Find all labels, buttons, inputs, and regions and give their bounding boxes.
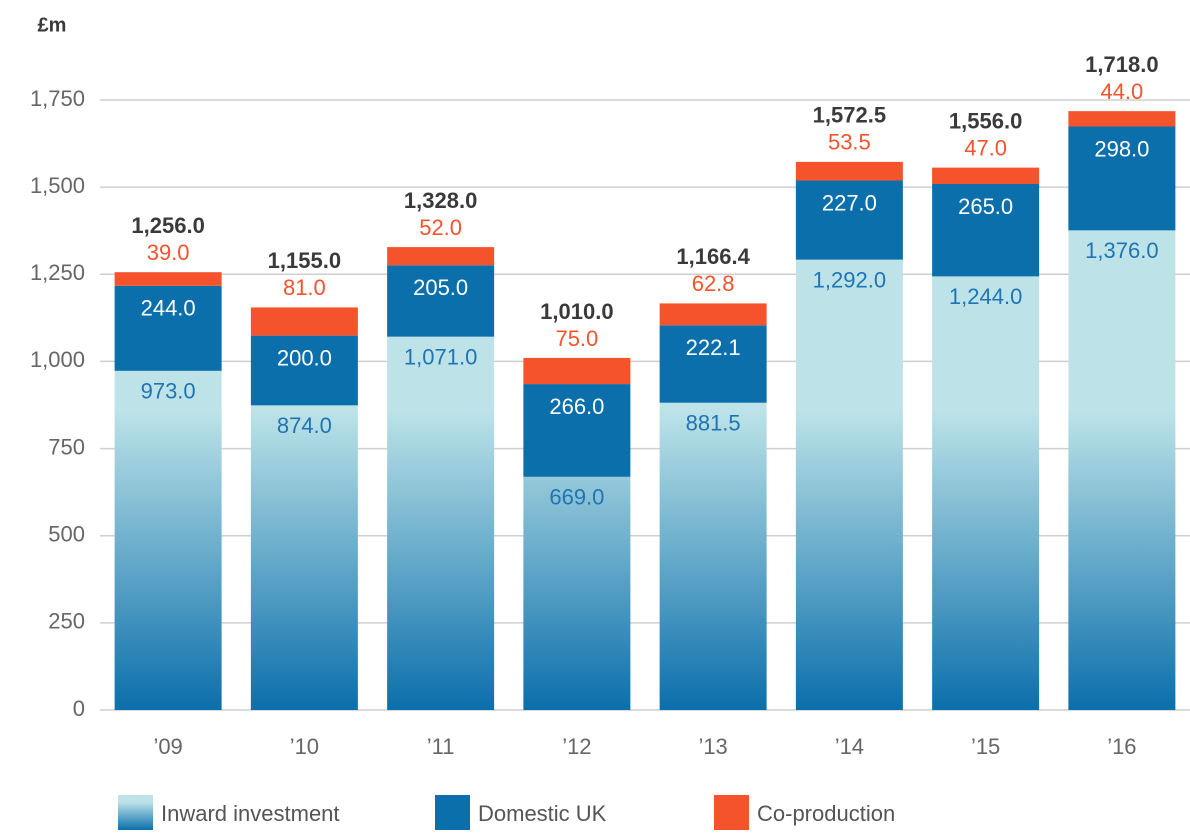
- bar-segment: [659, 402, 767, 710]
- value-label: 205.0: [413, 275, 468, 300]
- bar-segment: [795, 180, 903, 260]
- legend-swatch: [118, 795, 153, 830]
- y-tick-label: 1,250: [30, 260, 85, 285]
- total-label: 1,572.5: [813, 103, 886, 128]
- bar-segment: [659, 303, 767, 326]
- bar-segment: [523, 476, 631, 710]
- y-tick-label: 750: [48, 434, 85, 459]
- bar-segment: [250, 335, 358, 406]
- total-label: 1,718.0: [1085, 52, 1158, 77]
- value-label: 669.0: [549, 485, 604, 510]
- value-label: 874.0: [277, 413, 332, 438]
- value-label: 81.0: [283, 275, 326, 300]
- y-tick-label: 0: [73, 696, 85, 721]
- x-tick-label: ’16: [1107, 734, 1136, 759]
- y-tick-label: 500: [48, 522, 85, 547]
- value-label: 973.0: [141, 379, 196, 404]
- legend-label: Inward investment: [161, 801, 340, 826]
- value-label: 265.0: [958, 194, 1013, 219]
- value-label: 75.0: [555, 326, 598, 351]
- total-label: 1,328.0: [404, 188, 477, 213]
- bar-segment: [250, 405, 358, 710]
- bar-segment: [114, 285, 222, 371]
- value-label: 1,244.0: [949, 284, 1022, 309]
- y-tick-label: 1,000: [30, 347, 85, 372]
- value-label: 881.5: [686, 411, 741, 436]
- bar-segment: [932, 276, 1040, 710]
- total-label: 1,010.0: [540, 299, 613, 324]
- value-label: 52.0: [419, 215, 462, 240]
- value-label: 244.0: [141, 296, 196, 321]
- x-tick-label: ’12: [562, 734, 591, 759]
- bar-segment: [795, 259, 903, 710]
- x-tick-label: ’10: [290, 734, 319, 759]
- x-tick-label: ’13: [698, 734, 727, 759]
- bar-segment: [387, 247, 495, 266]
- bar-segment: [114, 272, 222, 286]
- y-tick-label: 1,750: [30, 86, 85, 111]
- value-label: 298.0: [1094, 136, 1149, 161]
- value-label: 222.1: [686, 335, 741, 360]
- x-tick-label: ’11: [427, 734, 455, 759]
- bar-segment: [250, 307, 358, 336]
- bar-segment: [659, 325, 767, 403]
- legend-label: Domestic UK: [478, 801, 607, 826]
- x-tick-label: ’15: [971, 734, 1000, 759]
- total-label: 1,155.0: [268, 248, 341, 273]
- y-axis-label: £m: [38, 14, 67, 36]
- value-label: 44.0: [1100, 79, 1143, 104]
- bar-segment: [1068, 230, 1176, 710]
- bar-segment: [932, 167, 1040, 185]
- value-label: 53.5: [828, 130, 871, 155]
- bar-segment: [523, 357, 631, 385]
- bar-segment: [1068, 111, 1176, 127]
- value-label: 1,071.0: [404, 344, 477, 369]
- x-tick-label: ’09: [153, 734, 182, 759]
- bar-segment: [387, 336, 495, 710]
- value-label: 200.0: [277, 345, 332, 370]
- value-label: 1,376.0: [1085, 238, 1158, 263]
- legend-swatch: [435, 795, 470, 830]
- y-tick-label: 250: [48, 609, 85, 634]
- total-label: 1,256.0: [131, 213, 204, 238]
- bar-segment: [523, 384, 631, 477]
- y-tick-label: 1,500: [30, 173, 85, 198]
- bar-segment: [1068, 126, 1176, 231]
- bar-segment: [932, 184, 1040, 277]
- legend-swatch: [714, 795, 749, 830]
- value-label: 62.8: [692, 271, 735, 296]
- value-label: 39.0: [147, 240, 190, 265]
- value-label: 266.0: [549, 394, 604, 419]
- value-label: 1,292.0: [813, 267, 886, 292]
- bar-segment: [387, 265, 495, 337]
- total-label: 1,556.0: [949, 108, 1022, 133]
- value-label: 47.0: [964, 135, 1007, 160]
- legend-label: Co-production: [757, 801, 895, 826]
- x-tick-label: ’14: [835, 734, 864, 759]
- total-label: 1,166.4: [676, 244, 750, 269]
- value-label: 227.0: [822, 190, 877, 215]
- bar-segment: [795, 161, 903, 181]
- bar-segment: [114, 370, 222, 710]
